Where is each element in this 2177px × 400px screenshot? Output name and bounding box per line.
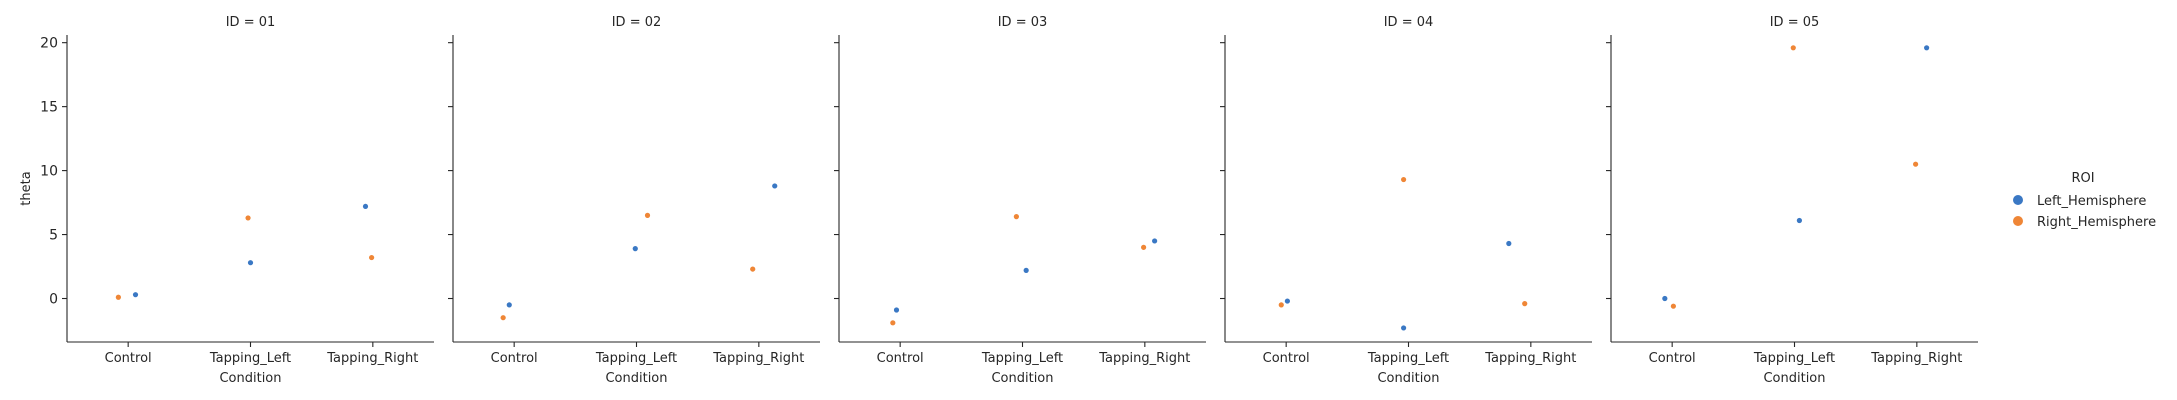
- data-point: [362, 203, 369, 210]
- x-axis-label: Condition: [1377, 371, 1439, 386]
- facet-panel: ID = 02 Control Tapping_Left Tapping_Right C…: [448, 15, 820, 386]
- data-point: [1522, 301, 1528, 307]
- x-tick-label: Tapping_Right: [1484, 351, 1576, 366]
- x-tick-label: Tapping_Right: [712, 351, 804, 366]
- facet-title: ID = 04: [1384, 15, 1434, 30]
- data-point: [1790, 45, 1796, 51]
- x-axis-label: Condition: [219, 371, 281, 386]
- y-tick-label: 15: [40, 100, 58, 116]
- y-tick-label: 10: [40, 164, 58, 180]
- x-tick-label: Tapping_Left: [595, 351, 677, 366]
- data-point: [1506, 240, 1512, 247]
- legend-title: ROI: [2071, 171, 2094, 186]
- x-tick-label: Control: [105, 351, 152, 366]
- data-point: [750, 266, 756, 272]
- data-point: [1913, 161, 1919, 167]
- y-axis-label: theta: [19, 171, 34, 205]
- x-tick-label: Tapping_Right: [1098, 351, 1190, 366]
- x-tick-label: Tapping_Left: [1753, 351, 1835, 366]
- data-point: [506, 302, 512, 308]
- x-tick-label: Control: [877, 351, 924, 366]
- data-point: [500, 315, 506, 321]
- legend-label: Left_Hemisphere: [2037, 194, 2146, 209]
- data-point: [1141, 244, 1147, 250]
- x-tick-label: Tapping_Left: [1367, 351, 1449, 366]
- data-point: [1670, 303, 1676, 309]
- x-axis-label: Condition: [991, 371, 1053, 386]
- facet-panel: ID = 03 Control Tapping_Left Tapping_Right C…: [834, 15, 1206, 386]
- x-tick-label: Control: [1263, 351, 1310, 366]
- facet-title: ID = 02: [612, 15, 662, 30]
- data-point: [1924, 45, 1930, 51]
- data-point: [632, 246, 638, 252]
- legend-label: Right_Hemisphere: [2037, 215, 2156, 230]
- x-tick-label: Control: [1649, 351, 1696, 366]
- data-point: [369, 254, 375, 261]
- facet-title: ID = 03: [998, 15, 1048, 30]
- facet-panel: ID = 01 0 5 10 15 20 Control Tapping_Left Tappin…: [40, 15, 434, 386]
- data-point: [772, 183, 778, 189]
- data-point: [1796, 217, 1802, 224]
- x-tick-label: Tapping_Left: [981, 351, 1063, 366]
- data-point: [1401, 176, 1407, 183]
- legend-marker: [2013, 195, 2023, 205]
- facet-panels: ID = 01 0 5 10 15 20 Control Tapping_Left Tappin…: [19, 15, 1978, 386]
- data-point: [115, 294, 121, 300]
- data-point: [1023, 267, 1029, 273]
- y-tick-label: 20: [40, 36, 58, 52]
- legend-entries: Left_Hemisphere Right_Hemisphere: [2013, 194, 2156, 230]
- data-point: [1284, 298, 1290, 304]
- x-tick-label: Control: [491, 351, 538, 366]
- x-tick-label: Tapping_Right: [326, 351, 418, 366]
- x-tick-label: Tapping_Right: [1870, 351, 1962, 366]
- data-point: [890, 320, 896, 326]
- x-tick-label: Tapping_Left: [209, 351, 291, 366]
- y-tick-label: 0: [49, 292, 58, 308]
- facet-panel: ID = 04 Control Tapping_Left Tapping_Right C…: [1220, 15, 1592, 386]
- legend: ROI Left_Hemisphere Right_Hemisphere: [2013, 171, 2156, 230]
- data-point: [132, 292, 139, 298]
- y-tick-label: 5: [49, 228, 58, 244]
- data-point: [245, 215, 251, 221]
- data-point: [893, 307, 900, 313]
- x-axis-label: Condition: [1763, 371, 1825, 386]
- data-point: [1662, 295, 1668, 302]
- data-point: [1013, 214, 1019, 220]
- legend-marker: [2013, 216, 2023, 226]
- x-axis-label: Condition: [605, 371, 667, 386]
- facet-panel: ID = 05 Control Tapping_Left Tapping_Right C…: [1606, 15, 1978, 386]
- facet-title: ID = 05: [1770, 15, 1820, 30]
- data-point: [1401, 325, 1407, 331]
- facet-title: ID = 01: [226, 15, 276, 30]
- data-point: [1152, 238, 1158, 244]
- data-point: [1278, 302, 1284, 308]
- data-point: [644, 212, 651, 218]
- data-point: [247, 260, 254, 266]
